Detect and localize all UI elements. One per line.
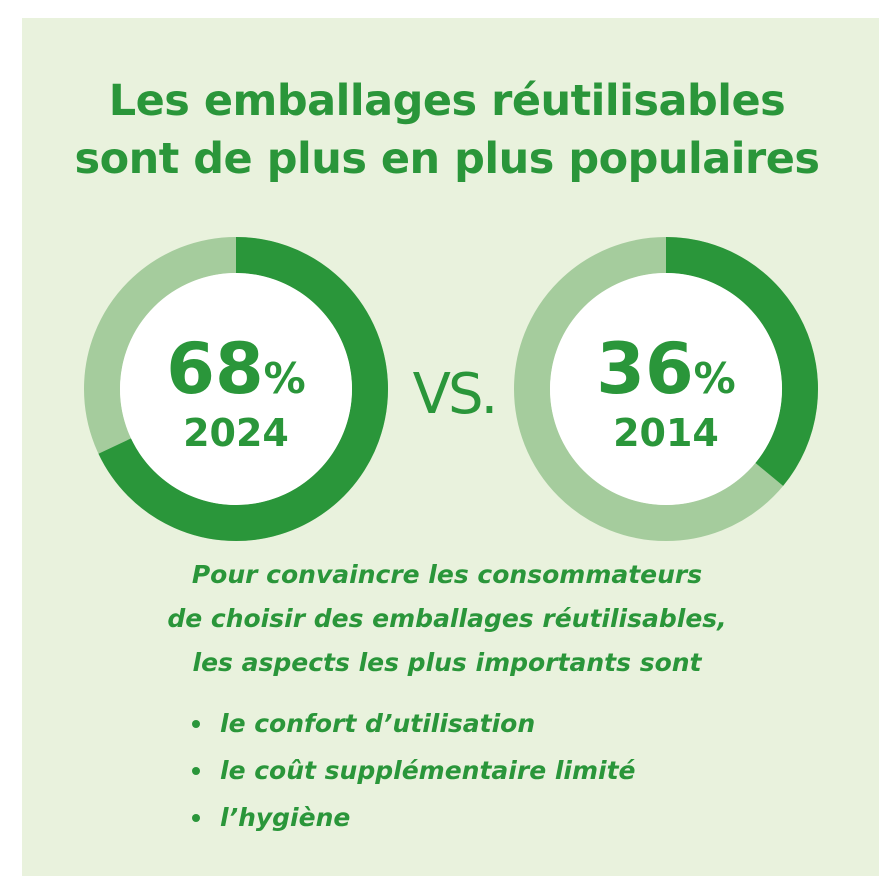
list-item: le coût supplémentaire limité <box>190 747 636 794</box>
donut-center <box>120 273 352 505</box>
list-item: l’hygiène <box>190 794 636 841</box>
donut-chart-2024 <box>84 237 388 541</box>
donut-center <box>550 273 782 505</box>
title-line-2: sont de plus en plus populaires <box>74 134 821 184</box>
list-item: le confort d’utilisation <box>190 700 636 747</box>
bullet-icon <box>192 814 200 822</box>
percent-number: 68 <box>166 328 264 410</box>
donut-center-label-2014: 36% 2014 <box>514 237 818 541</box>
percent-value: 68% <box>84 329 388 419</box>
bullet-icon <box>192 720 200 728</box>
list-item-label: l’hygiène <box>220 803 351 832</box>
bullet-icon <box>192 767 200 775</box>
donut-chart-2014 <box>514 237 818 541</box>
year-label: 2014 <box>613 411 719 455</box>
percent-sign: % <box>693 354 736 403</box>
percent-sign: % <box>263 354 306 403</box>
description-line-2: de choisir des emballages réutilisables, <box>167 604 727 633</box>
list-item-label: le confort d’utilisation <box>220 709 536 738</box>
vs-label: VS. <box>412 362 499 427</box>
description-text: Pour convaincre les consommateurs de cho… <box>0 553 894 685</box>
title-line-1: Les emballages réutilisables <box>108 76 786 126</box>
aspects-list: le confort d’utilisation le coût supplém… <box>190 700 636 841</box>
percent-value: 36% <box>514 329 818 419</box>
description-line-3: les aspects les plus importants sont <box>192 648 702 677</box>
year-label: 2024 <box>183 411 289 455</box>
page-title: Les emballages réutilisables sont de plu… <box>0 72 894 188</box>
donut-center-label-2024: 68% 2024 <box>84 237 388 541</box>
list-item-label: le coût supplémentaire limité <box>220 756 636 785</box>
percent-number: 36 <box>596 328 694 410</box>
donut-value-arc <box>665 237 818 486</box>
description-line-1: Pour convaincre les consommateurs <box>191 560 703 589</box>
donut-value-arc <box>98 237 388 541</box>
